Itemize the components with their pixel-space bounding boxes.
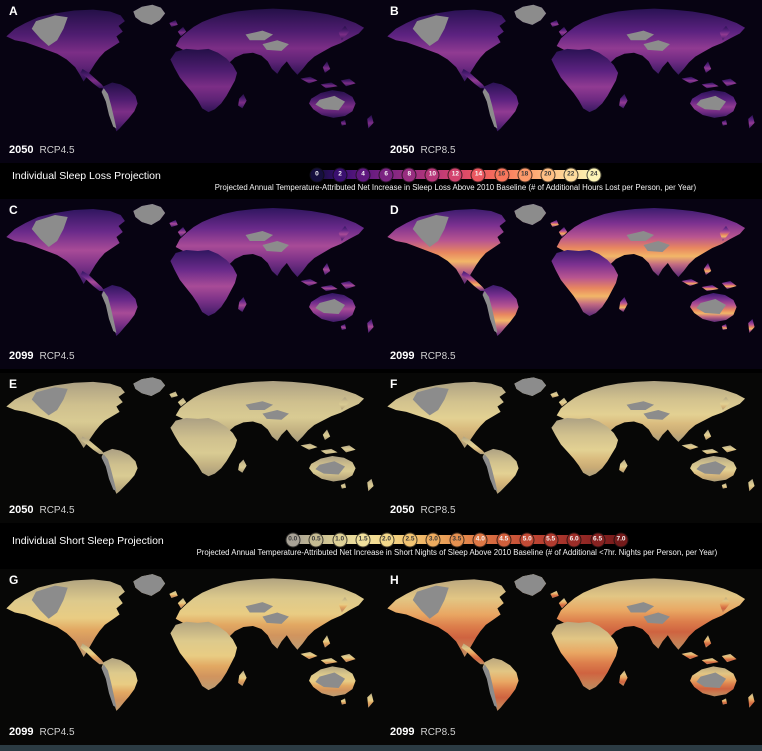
colorbar-tick: 14 — [470, 167, 486, 182]
map-panel-g: G 2099 RCP4.5 — [0, 569, 381, 745]
colorbar-center: 0.0 0.5 1.0 1.5 2.0 2.5 3.0 3.5 4.0 4.5 5.0 5.5 6.0 6… — [164, 532, 750, 557]
colorbar-tick: 4.0 — [472, 532, 488, 547]
world-map-b — [381, 0, 762, 163]
colorbar-tick: 6 — [378, 167, 394, 182]
map-panel-a: A 2050 RCP4.5 — [0, 0, 381, 163]
colorbar-tick: 20 — [540, 167, 556, 182]
panel-caption: 2050 RCP4.5 — [9, 500, 75, 518]
colorbar-tick: 2.5 — [402, 532, 418, 547]
colorbar-title-sleep-loss: Individual Sleep Loss Projection — [12, 169, 161, 182]
panel-year: 2050 — [390, 504, 415, 516]
colorbar-tick: 18 — [517, 167, 533, 182]
colorbar-section-short-sleep: Individual Short Sleep Projection 0.0 0.5… — [0, 523, 762, 569]
panel-caption: 2099 RCP8.5 — [390, 722, 456, 740]
panel-caption: 2050 RCP4.5 — [9, 140, 75, 158]
panel-scenario: RCP4.5 — [39, 727, 75, 738]
panel-letter: D — [390, 203, 399, 217]
panel-year: 2050 — [390, 144, 415, 156]
panel-year: 2099 — [390, 726, 415, 738]
map-panel-f: F 2050 RCP8.5 — [381, 373, 762, 523]
colorbar-center: 0 2 4 6 8 10 12 14 16 18 20 22 24 Projected Annual T… — [161, 167, 750, 192]
colorbar-tick: 3.0 — [425, 532, 441, 547]
panel-letter: G — [9, 573, 19, 587]
bottom-strip — [0, 745, 762, 751]
colorbar-tick: 22 — [563, 167, 579, 182]
colorbar-caption-short-sleep: Projected Annual Temperature-Attributed … — [196, 548, 718, 557]
map-panel-h: H 2099 RCP8.5 — [381, 569, 762, 745]
colorbar-gradient-short-sleep: 0.0 0.5 1.0 1.5 2.0 2.5 3.0 3.5 4.0 4.5 5.0 5.5 6.0 6… — [285, 532, 629, 547]
colorbar-tick: 16 — [494, 167, 510, 182]
colorbar-tick: 4.5 — [496, 532, 512, 547]
panel-year: 2050 — [9, 144, 34, 156]
panel-caption: 2099 RCP4.5 — [9, 346, 75, 364]
world-map-a — [0, 0, 381, 163]
colorbar-tick: 1.5 — [355, 532, 371, 547]
world-map-h — [381, 569, 762, 745]
section-divider — [0, 369, 762, 373]
colorbar-tick: 3.5 — [449, 532, 465, 547]
panel-caption: 2050 RCP8.5 — [390, 140, 456, 158]
panel-letter: H — [390, 573, 399, 587]
panel-scenario: RCP8.5 — [420, 145, 456, 156]
panel-year: 2050 — [9, 504, 34, 516]
map-panel-e: E 2050 RCP4.5 — [0, 373, 381, 523]
panel-caption: 2050 RCP8.5 — [390, 500, 456, 518]
panel-caption: 2099 RCP4.5 — [9, 722, 75, 740]
world-map-d — [381, 199, 762, 369]
panel-year: 2099 — [390, 350, 415, 362]
panel-scenario: RCP4.5 — [39, 351, 75, 362]
world-map-e — [0, 373, 381, 523]
colorbar-tick: 0.5 — [308, 532, 324, 547]
panel-letter: A — [9, 4, 18, 18]
maps-row-4: G 2099 RCP4.5 H 2099 RCP8.5 — [0, 569, 762, 745]
world-map-f — [381, 373, 762, 523]
panel-year: 2099 — [9, 350, 34, 362]
panel-caption: 2099 RCP8.5 — [390, 346, 456, 364]
colorbar-tick: 4 — [355, 167, 371, 182]
colorbar-tick: 5.0 — [519, 532, 535, 547]
colorbar-section-sleep-loss: Individual Sleep Loss Projection 0 2 4 6 8 10… — [0, 163, 762, 199]
panel-scenario: RCP8.5 — [420, 505, 456, 516]
colorbar-tick: 1.0 — [332, 532, 348, 547]
maps-row-3: E 2050 RCP4.5 F 2050 RCP8.5 — [0, 373, 762, 523]
map-panel-b: B 2050 RCP8.5 — [381, 0, 762, 163]
panel-letter: E — [9, 377, 18, 391]
panel-letter: C — [9, 203, 18, 217]
maps-row-2: C 2099 RCP4.5 D 2099 RCP8.5 — [0, 199, 762, 369]
map-panel-c: C 2099 RCP4.5 — [0, 199, 381, 369]
map-panel-d: D 2099 RCP8.5 — [381, 199, 762, 369]
colorbar-tick: 6.0 — [566, 532, 582, 547]
panel-letter: F — [390, 377, 398, 391]
panel-scenario: RCP8.5 — [420, 351, 456, 362]
colorbar-tick: 24 — [586, 167, 602, 182]
colorbar-tick: 0 — [309, 167, 325, 182]
colorbar-tick: 12 — [447, 167, 463, 182]
colorbar-gradient-sleep-loss: 0 2 4 6 8 10 12 14 16 18 20 22 24 — [309, 167, 602, 182]
colorbar-tick: 8 — [401, 167, 417, 182]
world-map-g — [0, 569, 381, 745]
panel-scenario: RCP4.5 — [39, 145, 75, 156]
world-map-c — [0, 199, 381, 369]
colorbar-tick: 5.5 — [543, 532, 559, 547]
colorbar-title-short-sleep: Individual Short Sleep Projection — [12, 534, 164, 547]
colorbar-tick: 2.0 — [379, 532, 395, 547]
colorbar-tick: 0.0 — [285, 532, 301, 547]
colorbar-tick: 6.5 — [590, 532, 606, 547]
panel-year: 2099 — [9, 726, 34, 738]
colorbar-tick: 10 — [424, 167, 440, 182]
panel-letter: B — [390, 4, 399, 18]
colorbar-tick: 7.0 — [613, 532, 629, 547]
maps-row-1: A 2050 RCP4.5 B 2050 RCP8.5 — [0, 0, 762, 163]
panel-scenario: RCP4.5 — [39, 505, 75, 516]
colorbar-tick: 2 — [332, 167, 348, 182]
colorbar-caption-sleep-loss: Projected Annual Temperature-Attributed … — [214, 183, 697, 192]
panel-scenario: RCP8.5 — [420, 727, 456, 738]
